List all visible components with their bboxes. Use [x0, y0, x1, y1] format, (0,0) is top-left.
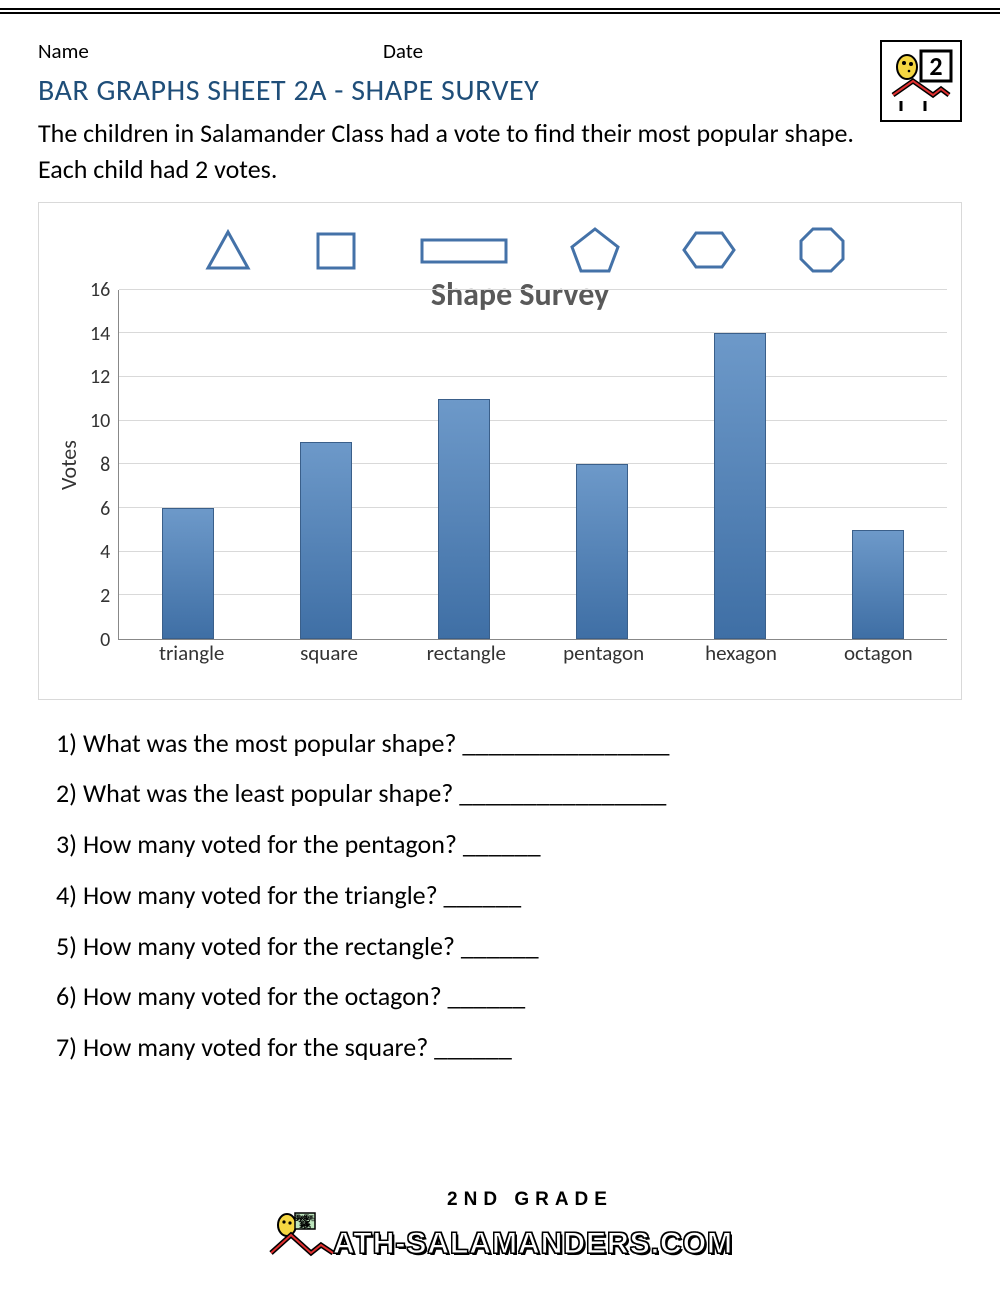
brand-logo: 2: [880, 40, 962, 122]
grid-line: [119, 289, 947, 290]
question-item: 6) How many voted for the octagon? _____…: [56, 971, 962, 1022]
grid-line: [119, 507, 947, 508]
footer-site: 3x5= 15 ATH-SALAMANDERS.COM: [267, 1211, 733, 1261]
x-label: triangle: [123, 640, 260, 666]
footer-site-text: ATH-SALAMANDERS.COM: [333, 1227, 733, 1261]
x-label: rectangle: [398, 640, 535, 666]
x-axis-labels: trianglesquarerectanglepentagonhexagonoc…: [123, 640, 947, 666]
question-list: 1) What was the most popular shape? ____…: [38, 718, 962, 1073]
grid-line: [119, 594, 947, 595]
bar-hexagon: [714, 333, 766, 638]
octagon-icon: [796, 224, 848, 276]
bar-square: [300, 442, 352, 638]
svg-text:2: 2: [929, 50, 942, 82]
question-item: 3) How many voted for the pentagon? ____…: [56, 819, 962, 870]
rectangle-icon: [418, 226, 510, 274]
plot-area: Votes 1614121086420: [53, 290, 947, 640]
question-item: 5) How many voted for the rectangle? ___…: [56, 921, 962, 972]
x-label: pentagon: [535, 640, 672, 666]
page-top-rule: [0, 8, 1000, 14]
x-label: octagon: [810, 640, 947, 666]
grid-line: [119, 332, 947, 333]
square-icon: [312, 226, 360, 274]
y-axis-ticks: 1614121086420: [84, 290, 118, 640]
date-label: Date: [383, 38, 423, 64]
bar-triangle: [162, 508, 214, 639]
question-item: 4) How many voted for the triangle? ____…: [56, 870, 962, 921]
grid-line: [119, 551, 947, 552]
bar-octagon: [852, 530, 904, 639]
pentagon-icon: [568, 225, 622, 275]
y-axis-label: Votes: [53, 290, 84, 640]
question-item: 1) What was the most popular shape? ____…: [56, 718, 962, 769]
intro-text: The children in Salamander Class had a v…: [38, 115, 858, 188]
shape-legend-row: [53, 221, 947, 279]
bar-pentagon: [576, 464, 628, 639]
x-label: hexagon: [672, 640, 809, 666]
header-row: Name Date: [38, 38, 962, 64]
bar-rectangle: [438, 399, 490, 639]
grid-line: [119, 463, 947, 464]
page-title: BAR GRAPHS SHEET 2A - SHAPE SURVEY: [38, 72, 962, 109]
chart-container: Shape Survey Votes 1614121086420 triangl…: [38, 202, 962, 700]
grid-line: [119, 376, 947, 377]
grid-line: [119, 420, 947, 421]
page-footer: 2ND GRADE 3x5= 15 ATH-SALAMANDERS.COM: [0, 1189, 1000, 1266]
question-item: 2) What was the least popular shape? ___…: [56, 768, 962, 819]
hexagon-icon: [680, 225, 738, 275]
name-label: Name: [38, 38, 383, 64]
x-label: square: [260, 640, 397, 666]
question-item: 7) How many voted for the square? ______: [56, 1022, 962, 1073]
triangle-icon: [202, 226, 254, 274]
footer-grade: 2ND GRADE: [60, 1189, 1000, 1211]
bar-plot: [118, 290, 947, 640]
svg-text:15: 15: [300, 1222, 310, 1229]
